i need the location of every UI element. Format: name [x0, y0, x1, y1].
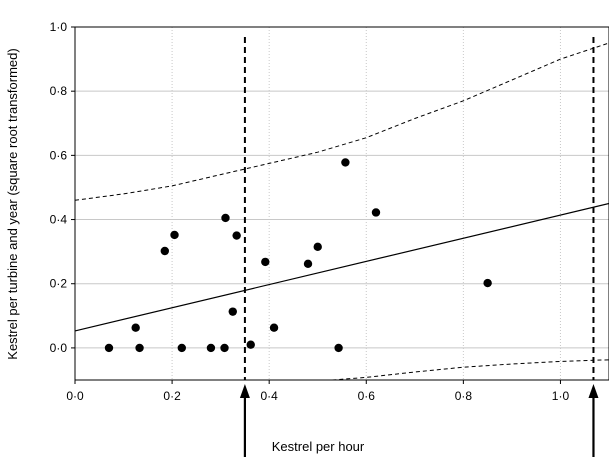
data-point [206, 343, 216, 353]
x-axis-ticks: 0·0 0·2 0·4 0·6 0·8 1·0 [66, 380, 569, 403]
y-axis-title: Kestrel per turbine and year (square roo… [5, 48, 20, 359]
data-point [246, 340, 255, 349]
confidence-bands [74, 42, 609, 381]
grid [74, 26, 609, 380]
data-point [313, 242, 322, 252]
fit-line [74, 202, 609, 332]
x-axis-title: Kestrel per hour [272, 439, 365, 454]
x-tick-label: 0·0 [66, 389, 84, 403]
regression-line [74, 202, 609, 332]
data-point [131, 323, 140, 332]
marker-arrow-head [588, 384, 599, 398]
x-tick-label: 0·8 [455, 389, 473, 403]
y-tick-label: 1·0 [50, 20, 68, 34]
plot-frame [74, 26, 609, 381]
data-point [483, 278, 492, 288]
vertical-markers [239, 37, 599, 457]
y-tick-label: 0·4 [50, 213, 68, 227]
x-tick-label: 1·0 [552, 389, 570, 403]
data-point [261, 257, 270, 267]
y-tick-label: 0·6 [50, 148, 68, 162]
y-axis-ticks: 0·0 0·2 0·4 0·6 0·8 1·0 [50, 20, 75, 355]
data-point [221, 213, 230, 223]
data-point [232, 231, 241, 240]
data-point [135, 343, 144, 353]
data-point [104, 343, 114, 353]
marker-arrow-head [239, 384, 250, 398]
lower-confidence-band [332, 359, 609, 381]
data-point [334, 343, 343, 353]
x-tick-label: 0·2 [163, 389, 181, 403]
x-tick-label: 0·4 [261, 389, 279, 403]
upper-confidence-band [74, 42, 609, 201]
y-tick-label: 0·2 [50, 277, 68, 291]
data-point [177, 343, 186, 353]
data-point [269, 323, 279, 332]
y-tick-label: 0·0 [50, 341, 68, 355]
data-point [220, 343, 229, 353]
data-point [341, 158, 350, 167]
x-tick-label: 0·6 [358, 389, 376, 403]
data-point [228, 307, 237, 316]
data-point [160, 246, 170, 256]
data-point [371, 208, 381, 217]
data-point [303, 259, 313, 269]
y-tick-label: 0·8 [50, 84, 68, 98]
data-point [170, 230, 179, 240]
data-points [104, 158, 492, 353]
